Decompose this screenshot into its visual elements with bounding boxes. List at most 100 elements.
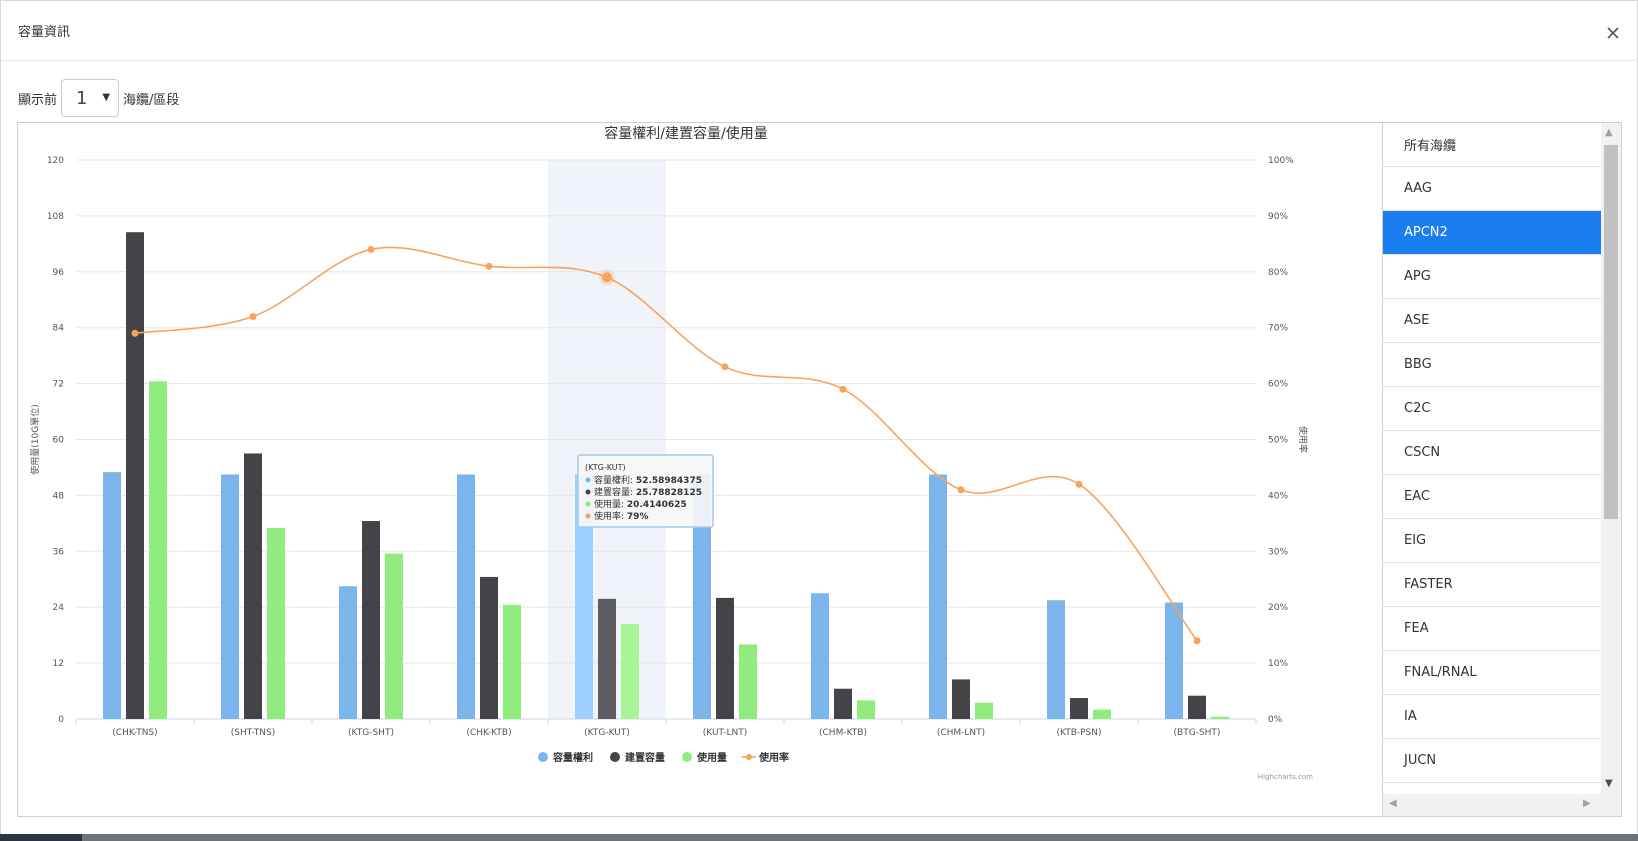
- y2-tick-label: 90%: [1268, 212, 1288, 222]
- close-icon: [1607, 27, 1619, 39]
- tooltip-row-sep: :: [621, 512, 627, 522]
- y2-tick-label: 30%: [1268, 547, 1288, 557]
- cable-list-item[interactable]: CSCN: [1383, 431, 1603, 475]
- cable-list-item[interactable]: AAG: [1383, 167, 1603, 211]
- cable-list-item[interactable]: 所有海纜: [1383, 123, 1603, 167]
- bar-容量權利: [575, 474, 593, 719]
- y2-tick-label: 60%: [1268, 380, 1288, 390]
- cable-list-item[interactable]: IA: [1383, 695, 1603, 739]
- cable-list-item[interactable]: FNAL/RNAL: [1383, 651, 1603, 695]
- bar-建置容量: [1070, 698, 1088, 719]
- y-tick-label: 0: [58, 715, 64, 725]
- y2-tick-label: 20%: [1268, 603, 1288, 613]
- legend-symbol: [538, 752, 548, 762]
- bar-建置容量: [1188, 695, 1206, 719]
- cable-list-item[interactable]: FEA: [1383, 607, 1603, 651]
- y2-tick-label: 40%: [1268, 491, 1288, 501]
- tooltip-row-sep: :: [630, 488, 636, 498]
- y-tick-label: 12: [53, 659, 64, 669]
- cable-list-item[interactable]: EIG: [1383, 519, 1603, 563]
- page-background-dark: [0, 834, 82, 841]
- usage-rate-line: [134, 246, 1198, 642]
- scroll-up-icon[interactable]: ▲: [1605, 127, 1613, 138]
- tooltip-row-label: 使用量: 20.4140625: [594, 498, 687, 510]
- cable-list-item[interactable]: APCN2: [1383, 211, 1603, 255]
- tooltip-row-label: 建置容量: 25.78828125: [594, 486, 702, 498]
- horizontal-scrollbar[interactable]: ◀ ▶: [1383, 794, 1621, 816]
- x-tick-label: (KTG-KUT): [584, 728, 630, 738]
- dialog-title: 容量資訊: [18, 25, 71, 40]
- cable-list-item[interactable]: EAC: [1383, 475, 1603, 519]
- cable-list-item[interactable]: JUCN: [1383, 739, 1603, 783]
- tooltip-row-name: 使用率: [594, 510, 621, 522]
- y-tick-label: 120: [47, 156, 64, 166]
- bar-容量權利: [103, 472, 121, 719]
- cable-segment-label: 海纜/區段: [123, 92, 180, 108]
- usage-rate-point: [602, 272, 612, 283]
- y2-tick-label: 0%: [1268, 715, 1283, 725]
- usage-rate-point: [1193, 637, 1201, 645]
- bar-使用量: [857, 700, 875, 719]
- bar-使用量: [385, 553, 403, 719]
- legend-symbol: [746, 754, 752, 760]
- caret-down-icon: ▼: [102, 92, 111, 103]
- bar-建置容量: [598, 598, 616, 719]
- top-n-controls: 顯示前 1 ▼ 海纜/區段: [18, 79, 179, 117]
- tooltip-row-name: 容量權利: [594, 474, 630, 486]
- x-tick-label: (SHT-TNS): [231, 728, 276, 738]
- usage-rate-point: [485, 262, 493, 270]
- bar-使用量: [1093, 709, 1111, 719]
- vertical-scrollbar[interactable]: ▲ ▼: [1601, 123, 1621, 795]
- page-background-strip: [0, 834, 1638, 841]
- x-tick-label: (CHM-KTB): [819, 728, 867, 738]
- top-n-select[interactable]: 1 ▼: [61, 79, 120, 117]
- y2-tick-label: 100%: [1268, 156, 1294, 166]
- x-tick-label: (KTG-SHT): [348, 728, 394, 738]
- y2-axis-title: 使用率: [1297, 426, 1309, 453]
- cable-list-item[interactable]: ASE: [1383, 299, 1603, 343]
- close-button[interactable]: [1603, 23, 1623, 43]
- x-tick-label: (CHK-TNS): [112, 728, 157, 738]
- scroll-down-icon[interactable]: ▼: [1605, 778, 1613, 789]
- tooltip-row-sep: :: [630, 476, 636, 486]
- usage-rate-point: [839, 385, 847, 393]
- tooltip-row-value: 25.78828125: [636, 488, 702, 498]
- bar-容量權利: [1047, 600, 1065, 719]
- bar-建置容量: [716, 597, 734, 719]
- bar-建置容量: [362, 521, 380, 719]
- tooltip-row-label: 容量權利: 52.58984375: [594, 474, 702, 486]
- tooltip-bullet: [585, 489, 591, 495]
- scroll-right-icon[interactable]: ▶: [1583, 798, 1591, 809]
- y-axis-title: 使用量(10G單位): [29, 404, 41, 474]
- chart-panel: 容量權利/建置容量/使用量 0 12 24 36 48 60 72 84 96 108 120 0% 10…: [17, 122, 1383, 817]
- tooltip-row-value: 79%: [627, 512, 649, 522]
- scrollbar-thumb[interactable]: [1604, 145, 1618, 519]
- cable-list-item[interactable]: FASTER: [1383, 563, 1603, 607]
- cable-list-item[interactable]: APG: [1383, 255, 1603, 299]
- usage-rate-point: [721, 363, 729, 371]
- x-tick-label: (KUT-LNT): [703, 728, 747, 738]
- cable-list-item[interactable]: BBG: [1383, 343, 1603, 387]
- bar-使用量: [149, 381, 167, 719]
- y-tick-label: 108: [47, 212, 64, 222]
- legend-label: 容量權利: [552, 751, 593, 764]
- bar-使用量: [975, 702, 993, 719]
- usage-rate-point: [1075, 480, 1083, 488]
- bar-建置容量: [834, 688, 852, 719]
- y-tick-label: 72: [53, 380, 64, 390]
- bar-容量權利: [693, 474, 711, 719]
- tooltip-box: [577, 454, 714, 528]
- tooltip-bullet: [585, 501, 591, 507]
- tooltip-bullet: [585, 477, 591, 483]
- bar-使用量: [739, 644, 757, 719]
- cable-list-item[interactable]: C2C: [1383, 387, 1603, 431]
- chart-title: 容量權利/建置容量/使用量: [604, 125, 767, 142]
- scroll-left-icon[interactable]: ◀: [1389, 798, 1397, 809]
- y-tick-label: 60: [53, 436, 65, 446]
- chart-credits: Highcharts.com: [1258, 773, 1313, 781]
- bar-使用量: [621, 623, 639, 719]
- bar-使用量: [1211, 716, 1229, 719]
- bar-使用量: [267, 528, 285, 719]
- legend-label: 建置容量: [624, 751, 665, 764]
- bar-使用量: [503, 604, 521, 719]
